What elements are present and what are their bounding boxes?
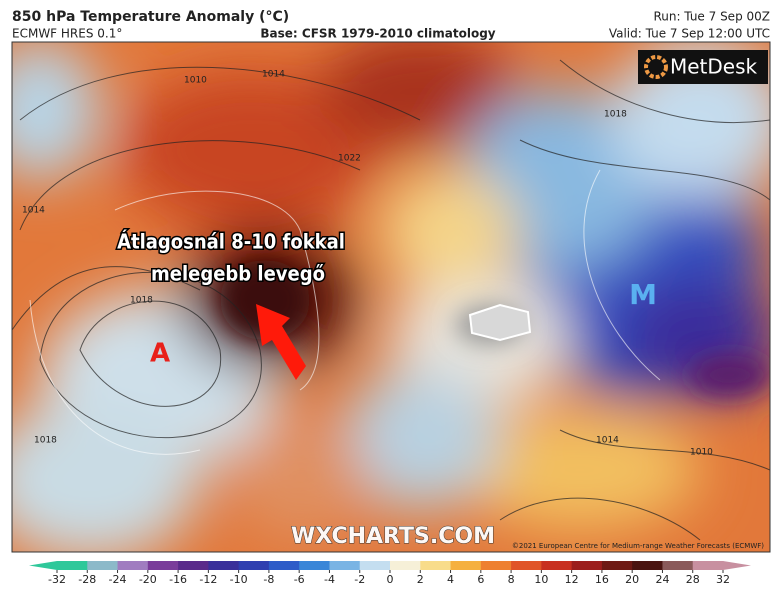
low-label: M xyxy=(629,278,657,311)
colorbar-segment xyxy=(511,561,542,570)
copyright: ©2021 European Centre for Medium-range W… xyxy=(512,542,764,550)
colorbar-label: -32 xyxy=(48,573,66,586)
colorbar-label: -6 xyxy=(294,573,305,586)
contour-labels: 1010 1014 1022 1018 1018 1014 1010 1018 … xyxy=(22,70,713,458)
colorbar-segment xyxy=(268,561,300,570)
annotation-line: Átlagosnál 8-10 fokkal xyxy=(117,230,345,254)
colorbar-label: -12 xyxy=(199,573,217,586)
map: 1010 1014 1022 1018 1018 1014 1010 1018 … xyxy=(12,42,770,552)
valid: Valid: Tue 7 Sep 12:00 UTC xyxy=(609,27,770,41)
colorbar-label: 24 xyxy=(655,573,669,586)
colorbar-end xyxy=(723,561,751,570)
colorbar-label: -16 xyxy=(169,573,187,586)
colorbar-segment xyxy=(541,561,573,570)
colorbar-label: 20 xyxy=(625,573,639,586)
colorbar-label: 16 xyxy=(595,573,609,586)
logo-text: MetDesk xyxy=(670,55,758,79)
colorbar-label: 8 xyxy=(508,573,515,586)
contour-label: 1014 xyxy=(596,436,619,446)
colorbar-label: -28 xyxy=(78,573,96,586)
map-frame xyxy=(11,41,771,553)
colorbar-label: 12 xyxy=(565,573,579,586)
colorbar-segment xyxy=(390,561,421,570)
model: ECMWF HRES 0.1° xyxy=(12,27,122,41)
contour-label: 1018 xyxy=(34,436,57,446)
colorbar-label: -4 xyxy=(324,573,335,586)
colorbar-label: -24 xyxy=(109,573,127,586)
base: Base: CFSR 1979-2010 climatology xyxy=(260,27,495,41)
colorbar: -32 -28 -24 -20 -16 -12 -10 -8 -6 -4 -2 0 2 4 6 8 10 12 16… xyxy=(29,561,751,586)
contour-label: 1010 xyxy=(184,76,207,86)
colorbar-segment xyxy=(238,561,270,570)
colorbar-label: 4 xyxy=(447,573,454,586)
colorbar-end xyxy=(29,561,57,570)
colorbar-label: -2 xyxy=(354,573,365,586)
watermark: WXCHARTS.COM xyxy=(291,524,495,549)
colorbar-segment xyxy=(87,561,119,570)
colorbar-segment xyxy=(359,561,391,570)
colorbar-label: 6 xyxy=(477,573,484,586)
colorbar-segment xyxy=(299,561,330,570)
colorbar-segment xyxy=(117,561,149,570)
colorbar-segment xyxy=(632,561,663,570)
colorbar-label: 10 xyxy=(534,573,548,586)
colorbar-label: 28 xyxy=(686,573,700,586)
anomaly-contours xyxy=(29,169,661,455)
contour-label: 1022 xyxy=(338,154,361,164)
colorbar-segment xyxy=(480,561,512,570)
colorbar-label: -20 xyxy=(139,573,157,586)
colorbar-segment xyxy=(662,561,694,570)
title: 850 hPa Temperature Anomaly (°C) xyxy=(12,9,289,25)
colorbar-segment xyxy=(450,561,482,570)
colorbar-segment xyxy=(178,561,209,570)
high-label: A xyxy=(150,339,170,369)
colorbar-segment xyxy=(420,561,452,570)
isobars xyxy=(12,59,770,541)
colorbar-segment xyxy=(57,561,88,570)
colorbar-segment xyxy=(601,561,633,570)
logo-icon xyxy=(644,55,668,79)
run: Run: Tue 7 Sep 00Z xyxy=(653,10,770,24)
colorbar-segment xyxy=(147,561,179,570)
arrow xyxy=(256,304,306,380)
colorbar-label: 2 xyxy=(417,573,424,586)
contour-label: 1014 xyxy=(262,70,285,80)
colorbar-segment xyxy=(329,561,361,570)
colorbar-segment xyxy=(208,561,240,570)
colorbar-label: -8 xyxy=(263,573,274,586)
annotation-line: melegebb levegő xyxy=(151,262,325,286)
colorbar-segment xyxy=(692,561,724,570)
contour-label: 1018 xyxy=(604,110,627,120)
colorbar-label: 0 xyxy=(387,573,394,586)
colorbar-segment xyxy=(571,561,603,570)
hungary-outline xyxy=(468,303,532,342)
contour-label: 1014 xyxy=(22,206,45,216)
colorbar-label: -10 xyxy=(230,573,248,586)
contour-label: 1010 xyxy=(690,448,713,458)
contour-label: 1018 xyxy=(130,296,153,306)
colorbar-label: 32 xyxy=(716,573,730,586)
